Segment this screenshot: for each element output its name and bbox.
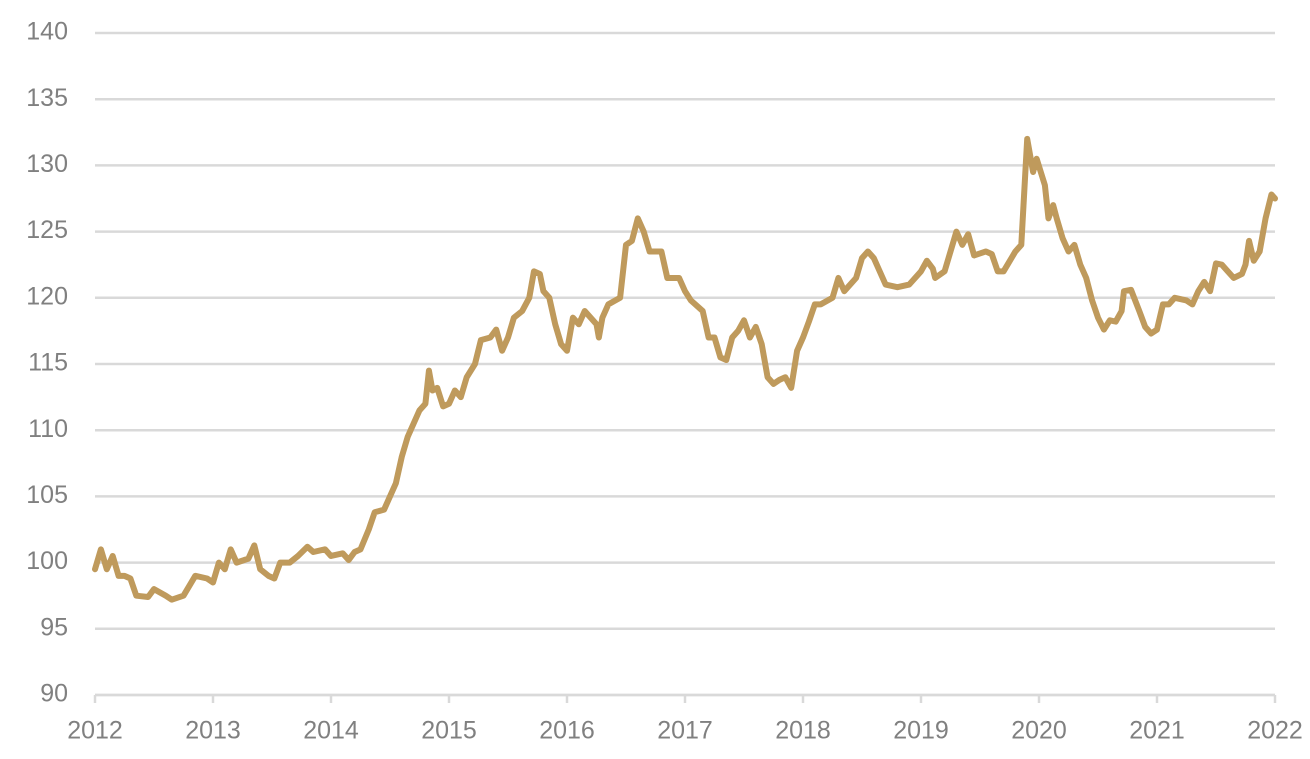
x-tick-label: 2018 bbox=[775, 717, 831, 745]
y-tick-label: 115 bbox=[28, 349, 68, 377]
x-tick-label: 2016 bbox=[539, 717, 595, 745]
x-tick-label: 2019 bbox=[893, 717, 949, 745]
y-tick-label: 90 bbox=[40, 680, 68, 708]
y-tick-label: 105 bbox=[26, 481, 68, 509]
y-tick-label: 125 bbox=[26, 216, 68, 244]
y-tick-label: 110 bbox=[28, 415, 68, 443]
y-tick-label: 95 bbox=[40, 613, 68, 641]
x-tick-label: 2022 bbox=[1247, 717, 1303, 745]
y-tick-label: 120 bbox=[26, 282, 68, 310]
x-tick-label: 2021 bbox=[1129, 717, 1185, 745]
x-tick-label: 2017 bbox=[657, 717, 713, 745]
line-series bbox=[92, 135, 1278, 603]
y-tick-label: 130 bbox=[26, 150, 68, 178]
x-tick-label: 2015 bbox=[421, 717, 477, 745]
x-tick-label: 2020 bbox=[1011, 717, 1067, 745]
y-tick-label: 135 bbox=[26, 84, 68, 112]
x-tick-label: 2013 bbox=[185, 717, 241, 745]
x-tick-label: 2014 bbox=[303, 717, 359, 745]
y-tick-label: 140 bbox=[26, 18, 68, 46]
y-tick-label: 100 bbox=[26, 547, 68, 575]
x-tick-label: 2012 bbox=[67, 717, 123, 745]
